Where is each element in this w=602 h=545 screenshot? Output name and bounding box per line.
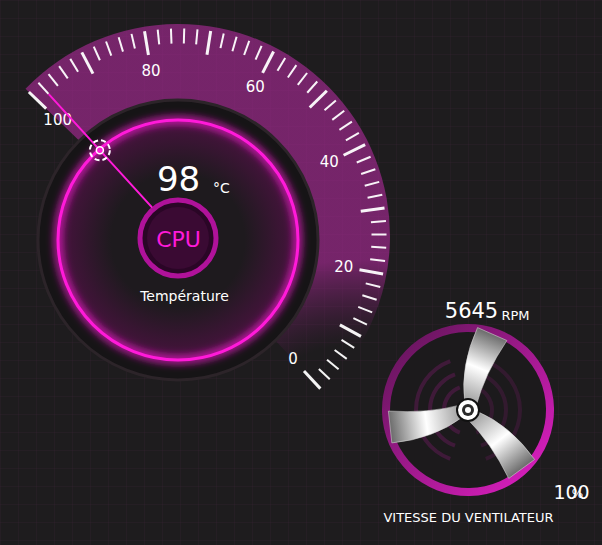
svg-text:100: 100 [43,111,72,129]
svg-text:100: 100 [553,481,589,503]
svg-text:0: 0 [288,350,298,368]
svg-text:RPM: RPM [501,308,529,323]
svg-text:°C: °C [213,180,230,196]
svg-text:98: 98 [157,159,200,199]
svg-text:60: 60 [246,78,265,96]
svg-text:40: 40 [320,153,339,171]
svg-text:CPU: CPU [156,227,201,252]
svg-text:Température: Température [139,288,229,304]
svg-text:20: 20 [334,258,353,276]
svg-text:%: % [572,487,583,501]
svg-text:5645: 5645 [445,299,498,323]
svg-text:80: 80 [142,62,161,80]
svg-text:VITESSE DU VENTILATEUR: VITESSE DU VENTILATEUR [383,510,553,525]
